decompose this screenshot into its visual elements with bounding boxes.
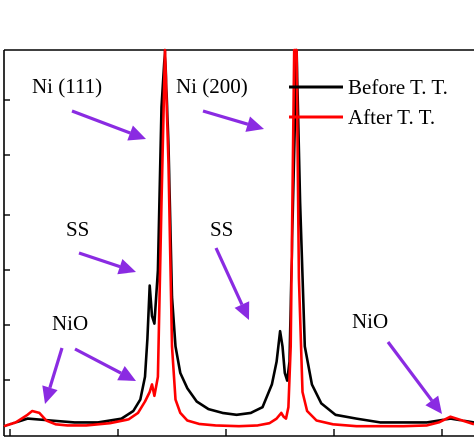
legend: Before T. T. After T. T. <box>289 75 448 129</box>
arrow-ni111-head <box>127 125 146 141</box>
arrow-ni111 <box>71 109 146 141</box>
annotation-labels: Ni (111) Ni (200) SS SS NiO NiO <box>32 74 388 335</box>
arrow-ss-left-shaft <box>78 251 121 269</box>
arrow-ss-right-shaft <box>214 247 244 306</box>
series-line-after-tt <box>3 48 474 428</box>
arrow-ss-right-head <box>234 301 250 320</box>
annotation-nio-right: NiO <box>352 309 388 333</box>
arrow-ni200-head <box>245 116 264 132</box>
axis-ticks <box>4 99 443 436</box>
arrow-ss-right <box>214 247 250 320</box>
arrow-nio-left-a-head <box>42 385 58 404</box>
annotation-ss-left: SS <box>66 217 89 241</box>
annotation-arrows <box>42 109 442 414</box>
arrow-ss-left <box>78 251 136 275</box>
legend-label-after-tt: After T. T. <box>348 105 435 129</box>
arrow-ni200 <box>202 109 264 132</box>
arrow-nio-right-head <box>425 395 442 414</box>
series-layer <box>3 48 474 428</box>
arrow-ni111-shaft <box>71 109 131 135</box>
arrow-nio-left-a <box>42 347 64 404</box>
arrow-nio-left-b-shaft <box>74 347 122 375</box>
annotation-ni111: Ni (111) <box>32 74 102 98</box>
arrow-nio-right <box>386 341 442 414</box>
arrow-ni200-shaft <box>202 109 249 126</box>
legend-label-before-tt: Before T. T. <box>348 75 448 99</box>
annotation-ss-right: SS <box>210 217 233 241</box>
plot-axes <box>3 49 474 437</box>
arrow-nio-right-shaft <box>386 341 434 402</box>
arrow-ss-left-head <box>117 259 136 275</box>
series-line-before-tt <box>3 48 474 428</box>
arrow-nio-left-a-shaft <box>48 347 64 389</box>
annotation-nio-left: NiO <box>52 311 88 335</box>
annotation-ni200: Ni (200) <box>176 74 248 98</box>
arrow-nio-left-b <box>74 347 136 381</box>
arrow-nio-left-b-head <box>117 366 136 381</box>
